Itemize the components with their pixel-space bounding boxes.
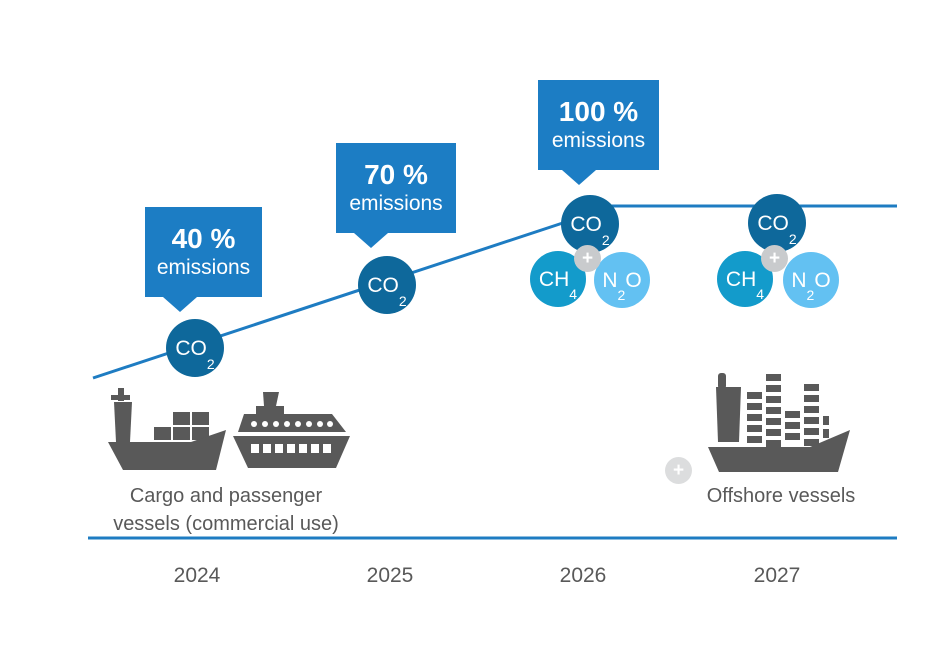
callout-value: 70 %	[364, 159, 428, 190]
label-line-1: Offshore vessels	[706, 485, 856, 507]
label-line-1: Cargo and passenger	[129, 485, 323, 507]
callout-pointer-icon	[354, 233, 388, 248]
callout-label: emissions	[551, 129, 646, 152]
gas-formula: N	[791, 268, 807, 292]
offshore-vessel-icon	[708, 373, 850, 472]
callout-value: 100 %	[558, 96, 639, 127]
gas-subscript: 4	[569, 286, 578, 302]
year-label-2024: 2024	[173, 564, 221, 587]
gas-subscript: 2	[617, 287, 626, 303]
callout-label: emissions	[349, 192, 443, 215]
callout-40-percent: 40 % emissions	[145, 207, 262, 312]
gas-formula: CO	[175, 336, 207, 360]
cargo-passenger-label: Cargo and passenger vessels (commercial …	[86, 482, 366, 538]
passenger-ship-icon	[233, 392, 350, 468]
year-label-2025: 2025	[366, 564, 414, 587]
callout-pointer-icon	[163, 297, 197, 312]
co2-badge-2025: CO 2	[358, 256, 416, 314]
ch4-badge-2027: CH 4	[717, 251, 773, 307]
gas-formula: N	[602, 268, 618, 292]
label-line-2: vessels (commercial use)	[113, 513, 339, 535]
callout-pointer-icon	[562, 170, 596, 185]
co2-badge-2024: CO 2	[166, 319, 224, 377]
gas-subscript: 4	[756, 286, 765, 302]
cargo-ship-icon	[108, 388, 226, 470]
co2-badge-2026: CO 2	[561, 195, 619, 253]
gas-formula: CO	[570, 212, 602, 236]
plus-icon: +	[665, 457, 692, 484]
offshore-vessels-label: Offshore vessels	[651, 482, 911, 510]
gas-formula: CO	[757, 211, 789, 235]
co2-badge-2027: CO 2	[748, 194, 806, 252]
plus-icon: +	[574, 245, 601, 272]
callout-value: 40 %	[171, 223, 236, 254]
year-label-2026: 2026	[559, 564, 607, 587]
gas-subscript: 2	[806, 287, 815, 303]
gas-formula: CH	[538, 267, 570, 291]
gas-formula: CH	[725, 267, 757, 291]
gas-subscript: 2	[206, 356, 215, 372]
callout-70-percent: 70 % emissions	[336, 143, 456, 248]
gas-subscript: 2	[601, 232, 610, 248]
gas-formula: O	[814, 268, 831, 292]
callout-label: emissions	[156, 256, 251, 279]
gas-subscript: 2	[788, 231, 797, 247]
gas-subscript: 2	[398, 293, 407, 309]
callout-100-percent: 100 % emissions	[538, 80, 659, 185]
gas-formula: CO	[367, 273, 399, 297]
year-label-2027: 2027	[753, 564, 801, 587]
gas-formula: O	[625, 268, 642, 292]
plus-icon: +	[761, 245, 788, 272]
